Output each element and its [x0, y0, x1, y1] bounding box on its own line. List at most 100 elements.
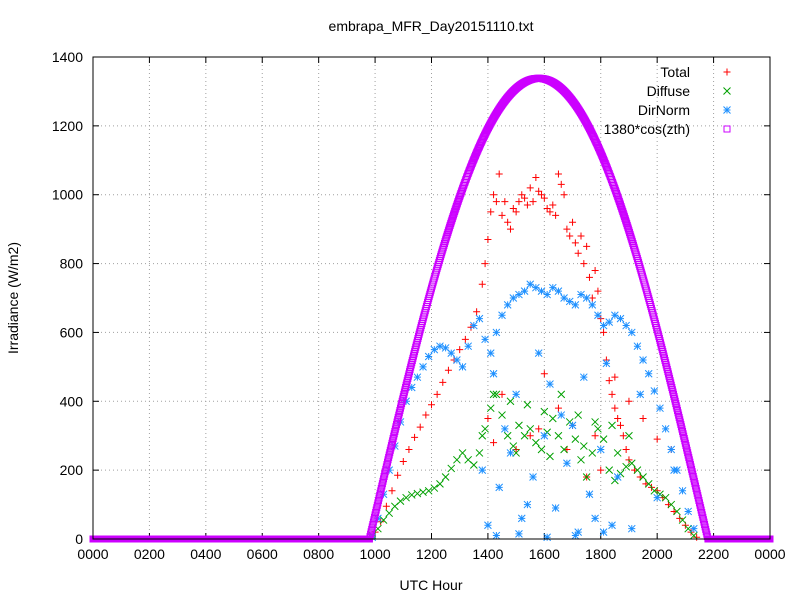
- data-point: [386, 446, 394, 454]
- data-point: [372, 506, 380, 514]
- data-point: [371, 513, 379, 521]
- data-point: [689, 531, 698, 540]
- x-tick-label: 0400: [190, 546, 221, 562]
- data-point: [571, 531, 580, 540]
- data-point: [690, 477, 698, 485]
- data-point: [583, 242, 591, 250]
- data-point: [639, 356, 647, 364]
- data-point: [667, 445, 676, 454]
- data-point: [678, 425, 686, 433]
- data-point: [540, 194, 548, 202]
- data-point: [444, 229, 452, 237]
- data-point: [383, 458, 391, 466]
- data-point: [489, 390, 498, 399]
- data-point: [397, 402, 405, 410]
- data-point: [702, 528, 710, 536]
- data-point: [666, 374, 674, 382]
- data-point: [464, 342, 473, 351]
- data-point: [399, 395, 407, 403]
- data-point: [588, 449, 597, 457]
- data-point: [489, 369, 498, 378]
- data-point: [445, 225, 453, 233]
- data-point: [537, 287, 546, 295]
- data-point: [523, 201, 531, 209]
- data-point: [366, 533, 374, 541]
- data-point: [548, 283, 557, 292]
- data-point: [685, 453, 693, 461]
- data-point: [682, 442, 690, 450]
- data-point: [375, 494, 383, 502]
- data-point: [443, 230, 451, 238]
- data-point: [664, 370, 672, 378]
- data-point: [597, 466, 605, 474]
- data-point: [490, 439, 498, 447]
- data-point: [409, 354, 417, 362]
- y-tick-label: 0: [75, 531, 83, 547]
- data-point: [661, 493, 670, 502]
- data-point: [441, 473, 450, 481]
- data-point: [403, 377, 411, 385]
- data-point: [469, 461, 478, 469]
- data-point: [407, 363, 415, 371]
- data-point: [672, 400, 680, 408]
- data-point: [484, 521, 492, 530]
- data-point: [655, 332, 663, 340]
- data-point: [625, 397, 633, 405]
- data-point: [687, 463, 695, 471]
- y-tick-label: 1200: [52, 118, 83, 134]
- data-point: [684, 451, 692, 459]
- data-point: [526, 432, 534, 440]
- data-point: [447, 349, 456, 357]
- data-point: [492, 390, 501, 399]
- data-point: [661, 424, 670, 433]
- data-point: [529, 473, 537, 481]
- data-point: [678, 486, 687, 495]
- data-point: [407, 361, 415, 369]
- data-point: [413, 373, 422, 382]
- data-point: [574, 411, 583, 419]
- x-tick-label: 0000: [754, 546, 785, 562]
- data-point: [691, 480, 699, 488]
- data-point: [405, 445, 413, 453]
- x-tick-label: 0000: [77, 546, 108, 562]
- data-point: [540, 370, 548, 378]
- data-point: [688, 465, 696, 473]
- data-point: [475, 314, 484, 323]
- data-point: [671, 397, 679, 405]
- data-point: [391, 427, 399, 435]
- data-point: [611, 373, 619, 381]
- data-point: [402, 381, 410, 389]
- data-point: [521, 194, 529, 202]
- series-3: [89, 74, 774, 543]
- data-point: [692, 482, 700, 490]
- data-point: [694, 494, 702, 502]
- data-point: [486, 349, 495, 357]
- data-point: [627, 232, 635, 240]
- data-point: [566, 232, 574, 240]
- data-point: [658, 343, 666, 351]
- data-point: [492, 198, 500, 206]
- data-point: [689, 472, 697, 480]
- data-point: [498, 390, 506, 398]
- data-point: [608, 421, 616, 430]
- data-point: [677, 423, 685, 431]
- grid-lines: [92, 56, 771, 540]
- data-point: [685, 456, 693, 464]
- data-point: [400, 388, 408, 396]
- data-point: [506, 449, 515, 457]
- data-point: [695, 499, 703, 507]
- data-point: [413, 339, 421, 347]
- data-point: [644, 369, 653, 378]
- data-point: [591, 514, 599, 523]
- data-point: [673, 406, 681, 414]
- data-point: [679, 427, 687, 435]
- data-point: [613, 449, 622, 457]
- data-point: [656, 337, 664, 345]
- data-point: [469, 321, 478, 330]
- data-point: [492, 531, 501, 540]
- data-point: [430, 484, 439, 492]
- data-point: [577, 290, 585, 299]
- data-point: [599, 528, 608, 536]
- data-point: [388, 487, 396, 495]
- data-point: [376, 489, 384, 497]
